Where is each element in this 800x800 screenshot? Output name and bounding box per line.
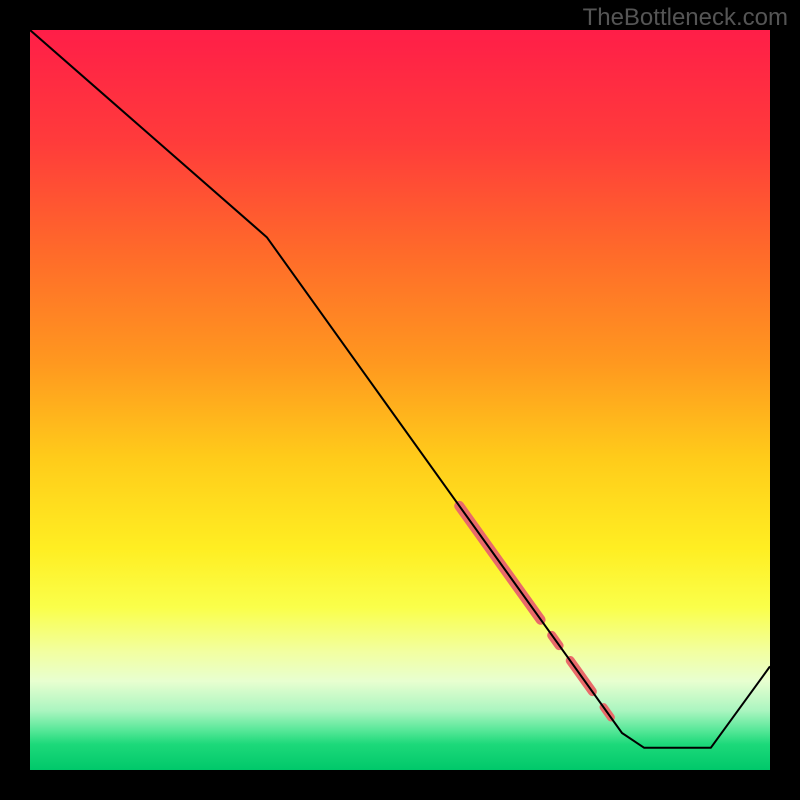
chart-background [30,30,770,770]
chart-svg [30,30,770,770]
watermark-text: TheBottleneck.com [583,4,788,32]
chart-plot-area [30,30,770,770]
